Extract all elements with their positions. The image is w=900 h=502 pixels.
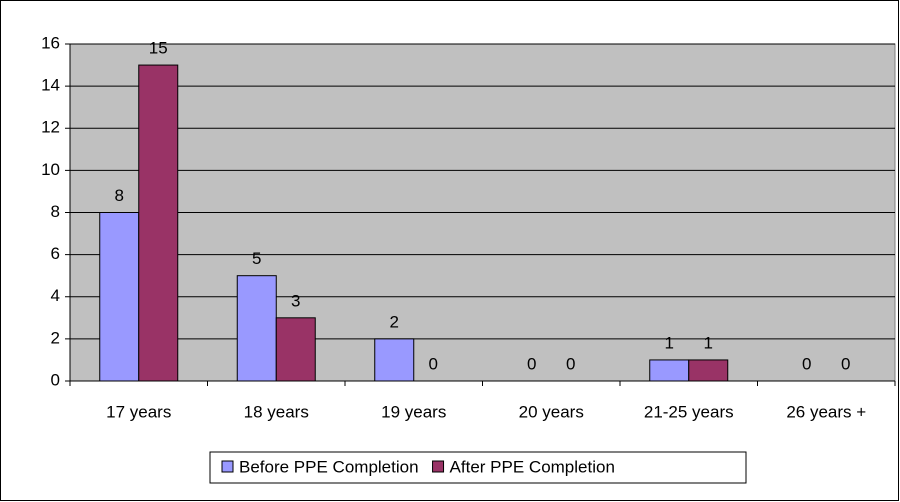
x-tick-label: 19 years — [381, 402, 446, 421]
y-tick-label: 4 — [51, 286, 60, 305]
x-tick-label: 18 years — [244, 402, 309, 421]
data-label: 0 — [527, 354, 536, 373]
y-tick-label: 8 — [51, 202, 60, 221]
data-label: 15 — [149, 39, 168, 58]
bar — [275, 317, 316, 382]
legend-box — [209, 451, 747, 484]
x-tick-label: 17 years — [106, 402, 171, 421]
bar — [374, 338, 415, 382]
bar — [99, 212, 140, 382]
y-tick-label: 12 — [41, 118, 60, 137]
bar — [236, 275, 277, 382]
y-tick-label: 6 — [51, 244, 60, 263]
data-label: 0 — [802, 354, 811, 373]
legend-swatch — [221, 460, 234, 473]
bar — [688, 359, 729, 382]
x-tick-label: 26 years + — [786, 402, 866, 421]
data-label: 3 — [291, 291, 300, 310]
y-tick-label: 14 — [41, 76, 60, 95]
y-tick-label: 16 — [41, 33, 60, 52]
data-label: 0 — [429, 354, 438, 373]
y-tick-label: 2 — [51, 328, 60, 347]
data-label: 0 — [566, 354, 575, 373]
x-tick-label: 21-25 years — [644, 402, 734, 421]
data-label: 2 — [390, 312, 399, 331]
data-label: 1 — [704, 333, 713, 352]
data-label: 1 — [665, 333, 674, 352]
bar — [138, 64, 179, 382]
data-label: 5 — [252, 249, 261, 268]
y-tick-label: 10 — [41, 160, 60, 179]
y-tick-label: 0 — [51, 370, 60, 389]
data-label: 0 — [841, 354, 850, 373]
legend-label: After PPE Completion — [450, 457, 615, 476]
data-label: 8 — [115, 186, 124, 205]
x-tick-label: 20 years — [519, 402, 584, 421]
legend-label: Before PPE Completion — [239, 457, 419, 476]
bar — [649, 359, 690, 382]
legend-swatch — [432, 460, 445, 473]
